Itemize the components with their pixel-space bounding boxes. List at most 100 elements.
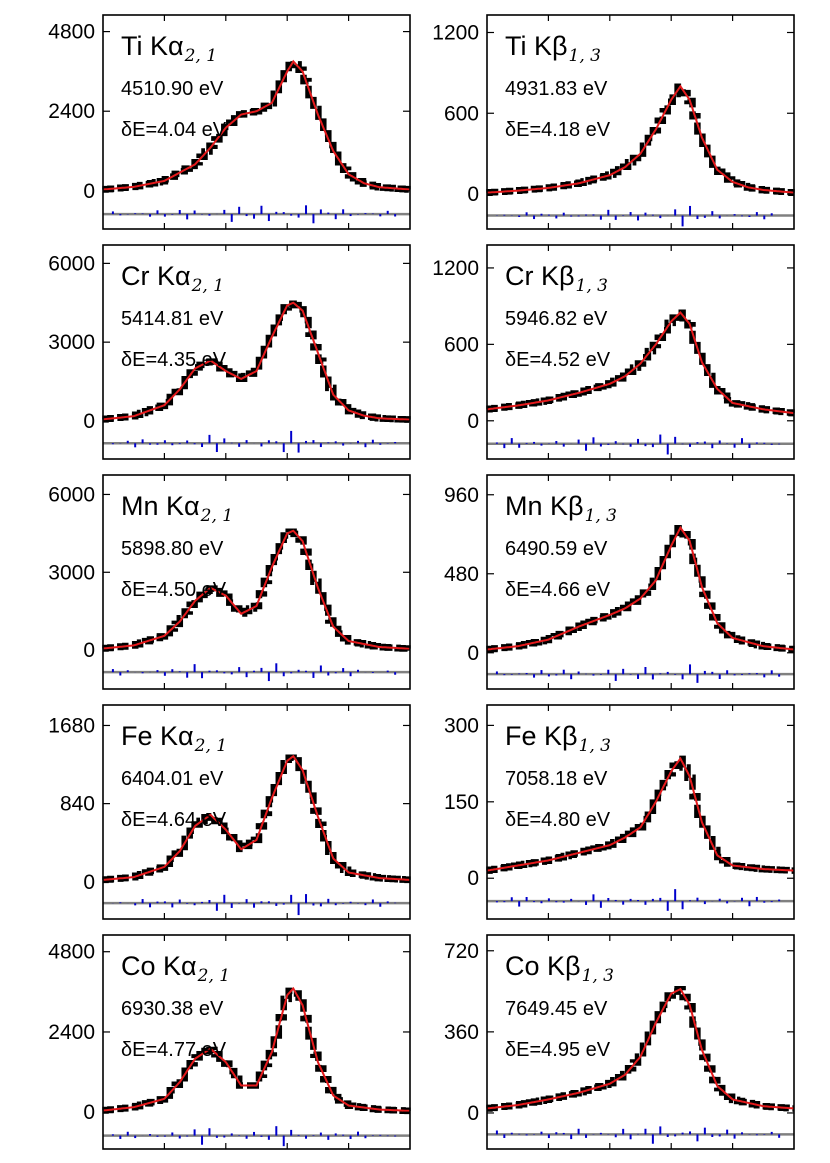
energy-label: 4931.83 eV — [505, 78, 608, 100]
width-label: δE=4.04 eV — [121, 119, 227, 141]
ytick-label: 840 — [60, 793, 95, 816]
panel-title: Cr Kα — [121, 261, 191, 291]
ytick-label: 360 — [444, 1021, 479, 1044]
residual-bars — [111, 205, 397, 224]
ytick-label: 150 — [444, 791, 479, 814]
axes-frame — [486, 474, 795, 690]
panel-title-subscript: 2, 1 — [200, 506, 233, 526]
panel-ti-kbeta: 0 600 1200 Ti Kβ 1, 3 4931.83 eV δE=4.18 eV — [432, 14, 795, 230]
axes-frame — [102, 474, 411, 690]
axes-frame — [102, 934, 411, 1150]
ytick-label: 0 — [467, 410, 479, 433]
residual-bars — [111, 1126, 397, 1147]
axes-frame — [486, 244, 795, 460]
ytick-label: 1200 — [432, 21, 479, 44]
fit-curve — [102, 754, 410, 881]
energy-label: 6930.38 eV — [121, 998, 224, 1020]
residual-bars — [495, 889, 781, 911]
fit-curve — [486, 525, 795, 651]
ytick-label: 2400 — [48, 1021, 95, 1044]
ytick-label: 960 — [444, 484, 479, 507]
panel-title-subscript: 2, 1 — [197, 966, 230, 986]
panel-title-subscript: 1, 3 — [569, 46, 601, 66]
energy-label: 4510.90 eV — [121, 78, 224, 100]
ytick-label: 1680 — [48, 714, 95, 737]
panel-title-subscript: 1, 3 — [579, 736, 611, 756]
axes-frame — [102, 14, 411, 230]
width-label: δE=4.18 eV — [505, 119, 611, 141]
fit-curve — [102, 301, 410, 421]
ytick-label: 3000 — [48, 331, 95, 354]
residual-bars — [111, 663, 397, 682]
panel-title: Fe Kβ — [505, 721, 578, 751]
ytick-label: 0 — [83, 639, 95, 662]
width-label: δE=4.95 eV — [505, 1039, 611, 1061]
energy-label: 6490.59 eV — [505, 538, 608, 560]
ytick-label: 1200 — [432, 257, 479, 280]
width-label: δE=4.77 eV — [121, 1039, 227, 1061]
ytick-label: 600 — [444, 333, 479, 356]
fit-curve — [102, 529, 411, 650]
residual-bars — [111, 430, 397, 453]
ytick-label: 0 — [83, 871, 95, 894]
panel-co-kbeta: 0 360 720 Co Kβ 1, 3 7649.45 eV δE=4.95 eV — [444, 934, 795, 1150]
ytick-label: 300 — [444, 714, 479, 737]
width-label: δE=4.52 eV — [505, 349, 611, 371]
energy-label: 5946.82 eV — [505, 308, 608, 330]
axes-frame — [102, 704, 411, 920]
panel-fe-kalpha: 0 840 1680 Fe Kα 2, 1 6404.01 eV δE=4.64 eV — [48, 704, 411, 920]
ytick-label: 0 — [83, 1101, 95, 1124]
residual-bars — [495, 205, 781, 227]
axes-frame — [102, 244, 411, 460]
fit-curve — [486, 756, 795, 872]
panel-title: Ti Kβ — [505, 31, 568, 61]
ytick-label: 720 — [444, 940, 479, 963]
panel-title-subscript: 1, 3 — [585, 506, 617, 526]
panel-fe-kbeta: 0 150 300 Fe Kβ 1, 3 7058.18 eV δE=4.80 eV — [444, 704, 795, 920]
panel-title: Cr Kβ — [505, 261, 575, 291]
ytick-label: 6000 — [48, 483, 95, 506]
panel-title-subscript: 1, 3 — [576, 276, 608, 296]
ytick-label: 2400 — [48, 100, 95, 123]
panel-title: Co Kα — [121, 951, 197, 981]
panel-title-subscript: 2, 1 — [194, 736, 227, 756]
ytick-label: 4800 — [48, 21, 95, 44]
energy-label: 5414.81 eV — [121, 308, 224, 330]
panel-title-subscript: 2, 1 — [184, 46, 217, 66]
axes-frame — [486, 934, 795, 1150]
residual-bars — [495, 1126, 781, 1144]
panel-title: Ti Kα — [121, 31, 184, 61]
width-label: δE=4.35 eV — [121, 349, 227, 371]
panel-co-kalpha: 0 2400 4800 Co Kα 2, 1 6930.38 eV δE=4.77 eV — [48, 934, 411, 1150]
ytick-label: 0 — [467, 642, 479, 665]
fit-curve — [102, 59, 411, 191]
ytick-label: 6000 — [48, 252, 95, 275]
width-label: δE=4.80 eV — [505, 809, 611, 831]
panel-title: Co Kβ — [505, 951, 581, 981]
ytick-label: 600 — [444, 102, 479, 125]
ytick-label: 0 — [467, 867, 479, 890]
panel-mn-kalpha: 0 3000 6000 Mn Kα 2, 1 5898.80 eV δE=4.50 eV — [48, 474, 411, 690]
axes-frame — [486, 704, 795, 920]
panel-title-subscript: 1, 3 — [582, 966, 614, 986]
fit-curve — [486, 84, 795, 194]
ytick-label: 0 — [83, 410, 95, 433]
panel-title: Mn Kβ — [505, 491, 584, 521]
ytick-label: 4800 — [48, 941, 95, 964]
ytick-label: 0 — [467, 183, 479, 206]
panel-cr-kalpha: 0 3000 6000 Cr Kα 2, 1 5414.81 eV δE=4.35 eV — [48, 244, 411, 460]
energy-label: 6404.01 eV — [121, 768, 224, 790]
fit-curve — [486, 310, 795, 415]
panel-mn-kbeta: 0 480 960 Mn Kβ 1, 3 6490.59 eV δE=4.66 eV — [444, 474, 795, 690]
axes-frame — [486, 14, 795, 230]
panel-title-subscript: 2, 1 — [191, 276, 224, 296]
panel-title: Mn Kα — [121, 491, 200, 521]
ytick-label: 3000 — [48, 561, 95, 584]
energy-label: 5898.80 eV — [121, 538, 224, 560]
width-label: δE=4.66 eV — [505, 579, 611, 601]
width-label: δE=4.64 eV — [121, 809, 227, 831]
ytick-label: 0 — [83, 180, 95, 203]
width-label: δE=4.50 eV — [121, 579, 227, 601]
residual-bars — [111, 894, 397, 916]
